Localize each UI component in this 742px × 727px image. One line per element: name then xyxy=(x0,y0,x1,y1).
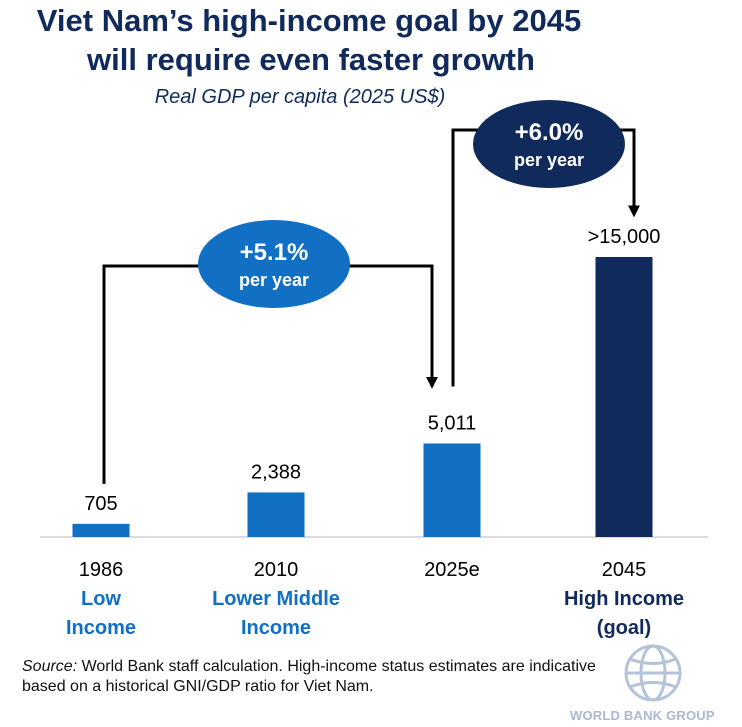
income-label-2045-1: (goal) xyxy=(597,617,651,639)
income-label-1986-1: Income xyxy=(66,617,136,639)
growth-bubble-2025e-2045 xyxy=(473,100,625,188)
category-label-2045: 2045 xyxy=(602,559,647,581)
category-label-2010: 2010 xyxy=(254,559,299,581)
category-label-2025e: 2025e xyxy=(424,559,480,581)
chart-title-line-2: will require even faster growth xyxy=(87,42,535,77)
bar-1986 xyxy=(72,523,130,537)
world-bank-group-logo-text: WORLD BANK GROUP xyxy=(570,708,715,723)
bar-2045 xyxy=(595,257,653,537)
source-text: World Bank staff calculation. High-incom… xyxy=(22,658,596,695)
growth-unit-label-2025e-2045: per year xyxy=(514,150,584,170)
value-label-2025e: 5,011 xyxy=(428,412,477,434)
income-label-2010-0: Lower Middle xyxy=(212,588,340,610)
value-label-2010: 2,388 xyxy=(251,461,301,483)
income-label-1986-0: Low xyxy=(81,588,121,610)
value-label-1986: 705 xyxy=(84,493,117,515)
chart-title-line-1: Viet Nam’s high-income goal by 2045 xyxy=(36,3,582,38)
growth-bubble-1986-2025e xyxy=(198,220,350,308)
world-bank-globe-icon xyxy=(624,644,682,702)
bar-2010 xyxy=(247,492,305,537)
income-label-2010-1: Income xyxy=(241,617,311,639)
growth-rate-label-1986-2025e: +5.1% xyxy=(240,239,309,266)
growth-rate-label-2025e-2045: +6.0% xyxy=(515,119,584,146)
chart-subtitle: Real GDP per capita (2025 US$) xyxy=(154,86,446,108)
source-label: Source: xyxy=(22,658,78,675)
category-label-1986: 1986 xyxy=(79,559,124,581)
bar-2025e xyxy=(423,443,481,537)
growth-unit-label-1986-2025e: per year xyxy=(239,270,309,290)
income-label-2045-0: High Income xyxy=(564,588,684,610)
source-note: Source: World Bank staff calculation. Hi… xyxy=(22,657,622,697)
value-label-2045: >15,000 xyxy=(588,226,661,248)
